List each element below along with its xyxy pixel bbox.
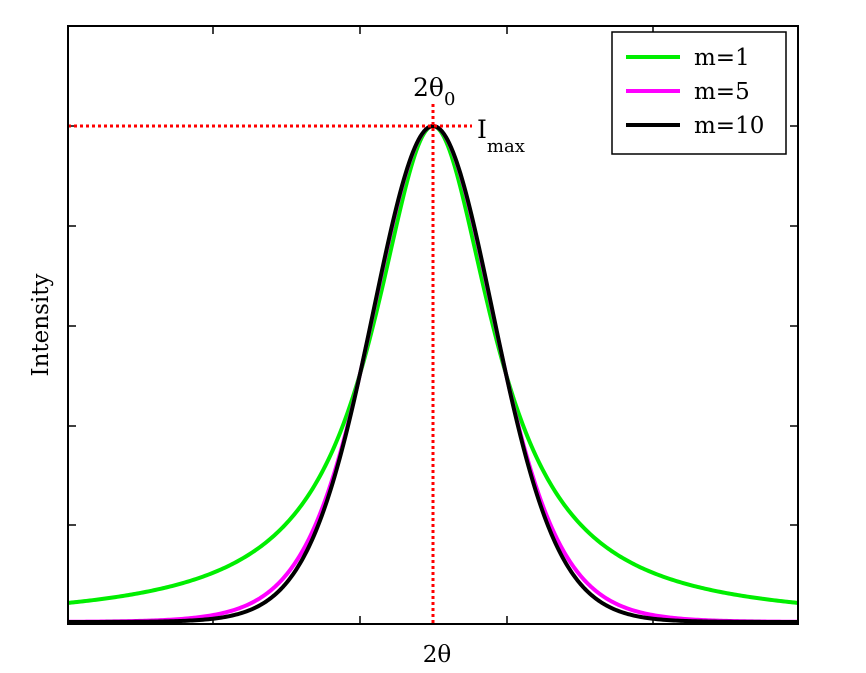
- axis-ticks: [68, 26, 798, 624]
- plot-frame: [67, 25, 799, 625]
- reference-lines: [68, 104, 472, 624]
- curves: [67, 124, 799, 624]
- legend: m=1 m=5 m=10: [611, 31, 787, 155]
- max-intensity-label: Imax: [477, 115, 525, 157]
- x-axis-label: 2θ: [423, 642, 451, 668]
- legend-box: [611, 31, 787, 155]
- legend-label-m5: m=5: [694, 79, 750, 105]
- y-axis-label: Intensity: [28, 274, 54, 377]
- legend-label-m10: m=10: [694, 113, 764, 139]
- peak-position-label: 2θ0: [413, 73, 455, 110]
- legend-label-m1: m=1: [694, 45, 750, 71]
- series-line-m10: [67, 124, 799, 624]
